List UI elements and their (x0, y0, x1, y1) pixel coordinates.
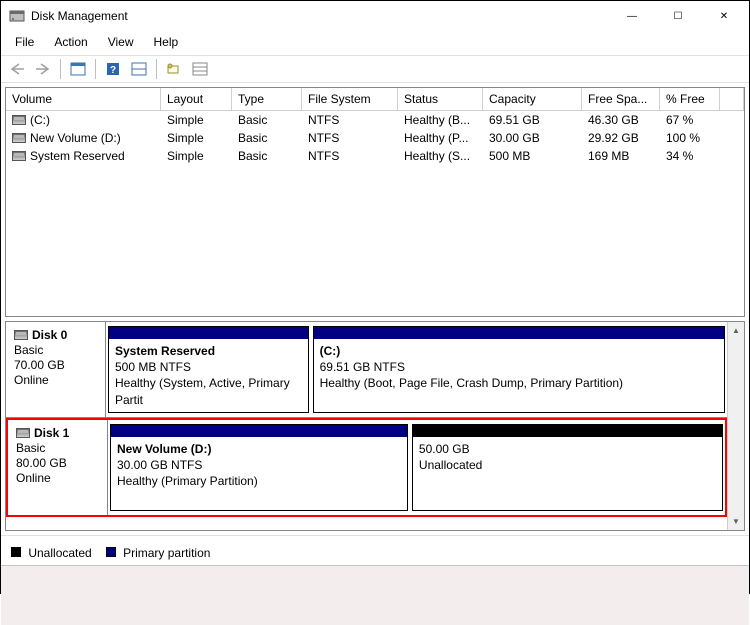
menu-file[interactable]: File (7, 33, 42, 51)
col-pctfree[interactable]: % Free (660, 88, 720, 110)
volume-list: Volume Layout Type File System Status Ca… (5, 87, 745, 317)
legend-unallocated-label: Unallocated (28, 546, 91, 560)
drive-icon (12, 151, 26, 161)
toolbar-separator (95, 59, 96, 79)
disk-icon (16, 428, 30, 438)
disk-info[interactable]: Disk 1Basic80.00 GBOnline (8, 420, 108, 515)
footer-panel (1, 565, 749, 625)
toolbar: ? (1, 55, 749, 83)
volume-row[interactable]: (C:)SimpleBasicNTFSHealthy (B...69.51 GB… (6, 111, 744, 129)
window-title: Disk Management (31, 9, 609, 23)
menu-action[interactable]: Action (46, 33, 95, 51)
toolbar-panel2-icon[interactable] (127, 58, 151, 80)
partition[interactable]: 50.00 GBUnallocated (412, 424, 723, 511)
col-layout[interactable]: Layout (161, 88, 232, 110)
back-button[interactable] (5, 58, 29, 80)
col-type[interactable]: Type (232, 88, 302, 110)
menu-view[interactable]: View (100, 33, 142, 51)
maximize-button[interactable]: ☐ (655, 1, 701, 31)
drive-icon (12, 133, 26, 143)
forward-button[interactable] (31, 58, 55, 80)
toolbar-panel-icon[interactable] (66, 58, 90, 80)
partition[interactable]: System Reserved500 MB NTFSHealthy (Syste… (108, 326, 309, 413)
menubar: File Action View Help (1, 31, 749, 55)
col-filesystem[interactable]: File System (302, 88, 398, 110)
col-spacer (720, 88, 744, 110)
close-button[interactable]: ✕ (701, 1, 747, 31)
legend-unallocated: Unallocated (11, 546, 92, 560)
partition-stripe (314, 327, 724, 339)
partition-stripe (109, 327, 308, 339)
col-volume[interactable]: Volume (6, 88, 161, 110)
help-icon[interactable]: ? (101, 58, 125, 80)
col-capacity[interactable]: Capacity (483, 88, 582, 110)
partition-stripe (111, 425, 407, 437)
partition[interactable]: New Volume (D:)30.00 GB NTFSHealthy (Pri… (110, 424, 408, 511)
toolbar-separator (156, 59, 157, 79)
legend-unallocated-swatch (11, 547, 21, 557)
scrollbar-vertical[interactable]: ▲ ▼ (727, 322, 744, 530)
titlebar: Disk Management — ☐ ✕ (1, 1, 749, 31)
disk-info[interactable]: Disk 0Basic70.00 GBOnline (6, 322, 106, 417)
menu-help[interactable]: Help (146, 33, 187, 51)
col-status[interactable]: Status (398, 88, 483, 110)
app-icon (9, 8, 25, 24)
legend: Unallocated Primary partition (1, 535, 749, 563)
minimize-button[interactable]: — (609, 1, 655, 31)
col-free[interactable]: Free Spa... (582, 88, 660, 110)
legend-primary-label: Primary partition (123, 546, 210, 560)
partition[interactable]: (C:)69.51 GB NTFSHealthy (Boot, Page Fil… (313, 326, 725, 413)
svg-text:?: ? (110, 65, 116, 76)
toolbar-list-icon[interactable] (162, 58, 186, 80)
volume-row[interactable]: New Volume (D:)SimpleBasicNTFSHealthy (P… (6, 129, 744, 147)
toolbar-list2-icon[interactable] (188, 58, 212, 80)
legend-primary: Primary partition (106, 546, 211, 560)
disk-icon (14, 330, 28, 340)
legend-primary-swatch (106, 547, 116, 557)
volume-row[interactable]: System ReservedSimpleBasicNTFSHealthy (S… (6, 147, 744, 165)
toolbar-separator (60, 59, 61, 79)
partition-stripe (413, 425, 722, 437)
volume-list-body: (C:)SimpleBasicNTFSHealthy (B...69.51 GB… (6, 111, 744, 316)
disk-pane: Disk 0Basic70.00 GBOnlineSystem Reserved… (5, 321, 745, 531)
disk-row: Disk 1Basic80.00 GBOnlineNew Volume (D:)… (6, 418, 727, 517)
disk-row: Disk 0Basic70.00 GBOnlineSystem Reserved… (6, 322, 727, 418)
scroll-down-icon[interactable]: ▼ (728, 513, 744, 530)
drive-icon (12, 115, 26, 125)
scroll-up-icon[interactable]: ▲ (728, 322, 744, 339)
volume-list-header: Volume Layout Type File System Status Ca… (6, 88, 744, 111)
